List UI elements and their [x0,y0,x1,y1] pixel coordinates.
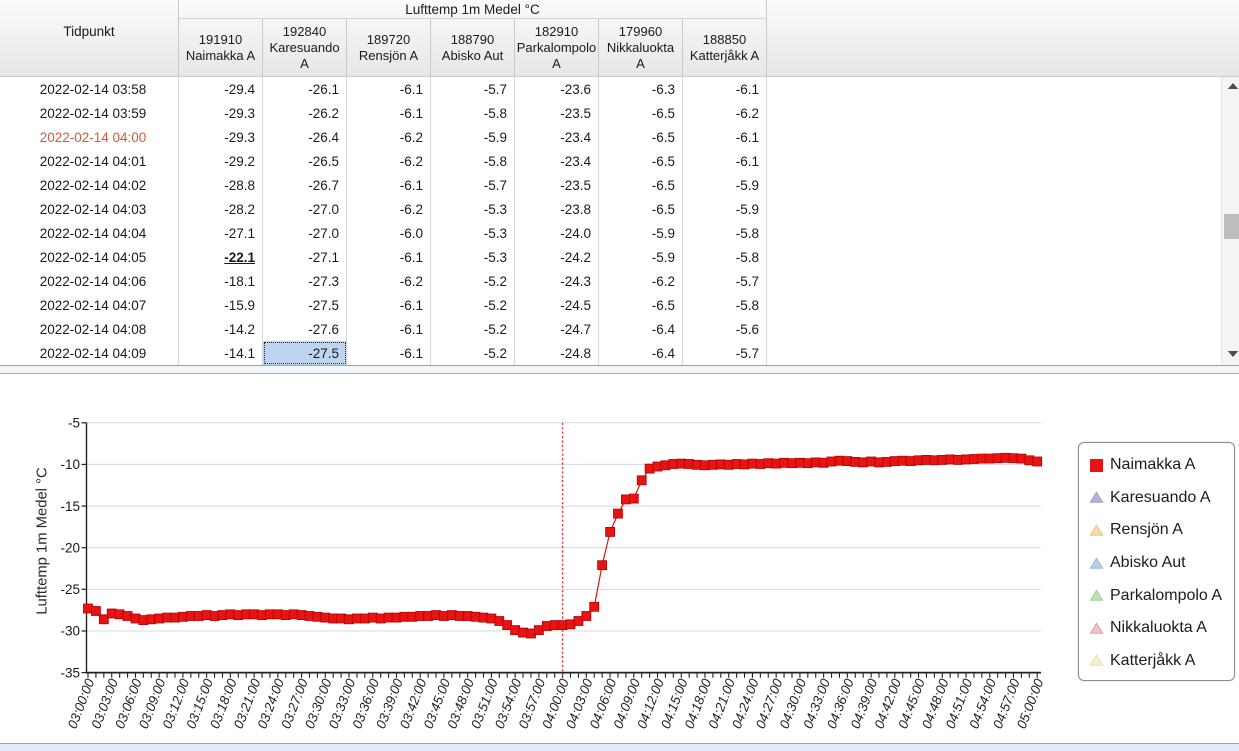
svg-text:-20: -20 [60,540,80,555]
svg-text:-10: -10 [60,457,80,472]
svg-text:-15: -15 [60,499,80,514]
svg-text:-25: -25 [60,582,80,597]
svg-text:Lufttemp 1m Medel °C: Lufttemp 1m Medel °C [35,467,51,615]
svg-text:-30: -30 [60,624,80,639]
svg-text:-5: -5 [68,416,80,431]
svg-text:-35: -35 [60,665,80,680]
